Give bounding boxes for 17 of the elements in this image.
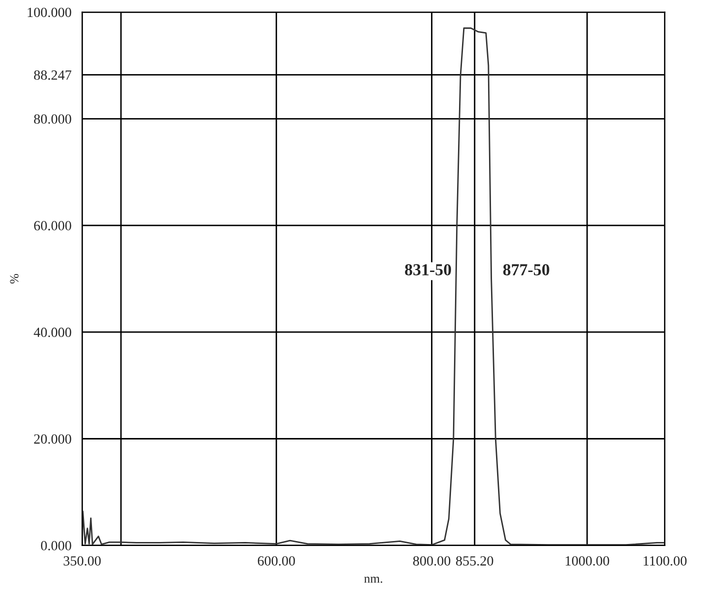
x-tick-label: 600.00 bbox=[258, 556, 295, 566]
x-tick-label: 855.20 bbox=[456, 556, 494, 566]
x-tick-label: 1000.00 bbox=[566, 556, 610, 566]
y-tick-label: 80.000 bbox=[34, 114, 72, 124]
y-tick-label: 60.000 bbox=[34, 221, 72, 230]
y-tick-label: 100.000 bbox=[28, 8, 72, 18]
annotation: 831-50 bbox=[404, 264, 452, 276]
y-tick-label: 40.000 bbox=[34, 328, 72, 338]
x-tick-label: 800.00 bbox=[413, 556, 450, 566]
y-tick-label: 20.000 bbox=[34, 434, 72, 444]
x-axis-title: nm. bbox=[364, 576, 382, 583]
y-tick-label: 0.000 bbox=[40, 540, 72, 550]
x-tick-label: 350.00 bbox=[64, 556, 101, 566]
y-tick-label: 88.247 bbox=[34, 70, 72, 80]
annotation: 877-50 bbox=[503, 264, 550, 276]
x-tick-label: 1100.00 bbox=[644, 556, 687, 566]
y-axis-title: % bbox=[10, 274, 19, 284]
